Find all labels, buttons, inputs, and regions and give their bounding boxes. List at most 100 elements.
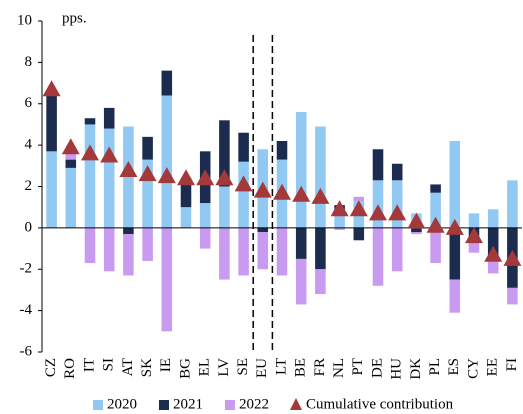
marker	[100, 146, 119, 163]
x-tick-label: PT	[350, 358, 366, 376]
bar-segment	[507, 287, 518, 305]
y-tick-label: 0	[25, 219, 33, 235]
bar-segment	[257, 227, 269, 233]
x-tick-label: HU	[389, 358, 405, 380]
bar-segment	[315, 269, 326, 295]
bar-segment	[123, 126, 134, 228]
marker	[503, 249, 522, 266]
bar-segment	[238, 161, 249, 228]
x-tick-label: DE	[369, 358, 385, 378]
unit-annotation: pps.	[62, 10, 87, 26]
bar-segment	[315, 126, 326, 228]
marker	[311, 187, 330, 204]
x-tick-label: CY	[465, 358, 481, 379]
bar-segment	[84, 227, 96, 264]
bar-segment	[507, 180, 518, 228]
bar-segment	[295, 227, 307, 259]
bar-segment	[180, 178, 192, 208]
bar-segment	[487, 260, 499, 274]
bar-segment	[219, 120, 230, 187]
bar-segment	[468, 213, 480, 228]
x-tick-label: PL	[427, 358, 443, 376]
x-tick-label: EU	[254, 358, 270, 378]
bar-segment	[372, 180, 384, 228]
x-tick-label: RO	[62, 358, 78, 379]
marker	[196, 169, 215, 186]
x-tick-label: BG	[177, 358, 193, 379]
x-tick-label: LV	[216, 358, 232, 377]
marker	[42, 80, 61, 97]
marker	[388, 204, 407, 221]
bar-segment	[391, 180, 403, 228]
y-tick-label: 2	[25, 178, 33, 194]
bar-segment	[219, 186, 230, 228]
x-tick-label: IT	[81, 358, 97, 372]
bar-segment	[468, 238, 480, 253]
bar-segment	[103, 107, 115, 129]
bar-segment	[161, 70, 173, 96]
x-tick-label: ES	[446, 358, 462, 376]
bar-segment	[487, 227, 499, 261]
bar-segment	[411, 232, 422, 235]
bar-segment	[449, 227, 461, 280]
bar-segment	[46, 95, 57, 152]
bar-segment	[334, 215, 345, 228]
x-tick-label: EL	[197, 358, 213, 376]
y-tick-label: -6	[20, 343, 33, 359]
bar-segment	[334, 227, 345, 230]
bar-segment	[180, 207, 192, 228]
bar-segment	[103, 227, 115, 272]
bar-segment	[487, 209, 499, 228]
bar-segment	[449, 279, 461, 313]
y-tick-label: 4	[25, 137, 33, 153]
marker	[407, 212, 426, 229]
bar-segment	[142, 227, 153, 261]
marker	[330, 200, 349, 217]
bar-segment	[84, 124, 96, 228]
marker	[349, 200, 368, 217]
bar-segment	[65, 153, 77, 160]
y-tick-label: 8	[25, 54, 33, 70]
y-tick-label: -2	[20, 261, 33, 277]
bar-segment	[238, 132, 249, 162]
bar-segment	[238, 227, 249, 276]
x-tick-label: SI	[101, 358, 117, 371]
y-tick-label: 6	[25, 95, 33, 111]
legend-label: 2021	[173, 396, 203, 412]
legend-label: 2020	[107, 396, 137, 412]
bar-segment	[123, 234, 134, 276]
marker	[273, 183, 291, 200]
legend-label: Cumulative contribution	[306, 396, 454, 412]
bar-segment	[353, 227, 365, 241]
bar-segment	[391, 227, 403, 272]
x-tick-label: SE	[235, 358, 251, 376]
bar-segment	[430, 192, 441, 228]
bar-segment	[276, 140, 288, 160]
y-tick-label: -4	[20, 302, 33, 318]
x-tick-label: SK	[139, 358, 155, 377]
marker	[215, 169, 234, 186]
marker	[234, 175, 253, 192]
bar-segment	[199, 227, 211, 249]
marker	[465, 227, 483, 244]
bar-segment	[315, 227, 326, 270]
marker	[369, 204, 387, 221]
legend-swatch	[225, 400, 235, 410]
marker	[157, 167, 176, 184]
bar-segment	[276, 227, 288, 276]
x-tick-label: FI	[504, 358, 520, 371]
x-tick-label: IE	[158, 358, 174, 372]
bar-segment	[449, 140, 461, 228]
bar-segment	[46, 151, 57, 228]
bar-segment	[372, 149, 384, 181]
x-tick-label: FR	[312, 358, 328, 376]
x-tick-label: DK	[408, 358, 424, 380]
legend-label: 2022	[239, 396, 269, 412]
bar-segment	[84, 118, 96, 125]
x-tick-label: AT	[120, 358, 136, 376]
bar-segment	[372, 227, 384, 286]
marker	[81, 144, 99, 161]
bar-segment	[411, 227, 422, 233]
bar-segment	[142, 136, 153, 160]
